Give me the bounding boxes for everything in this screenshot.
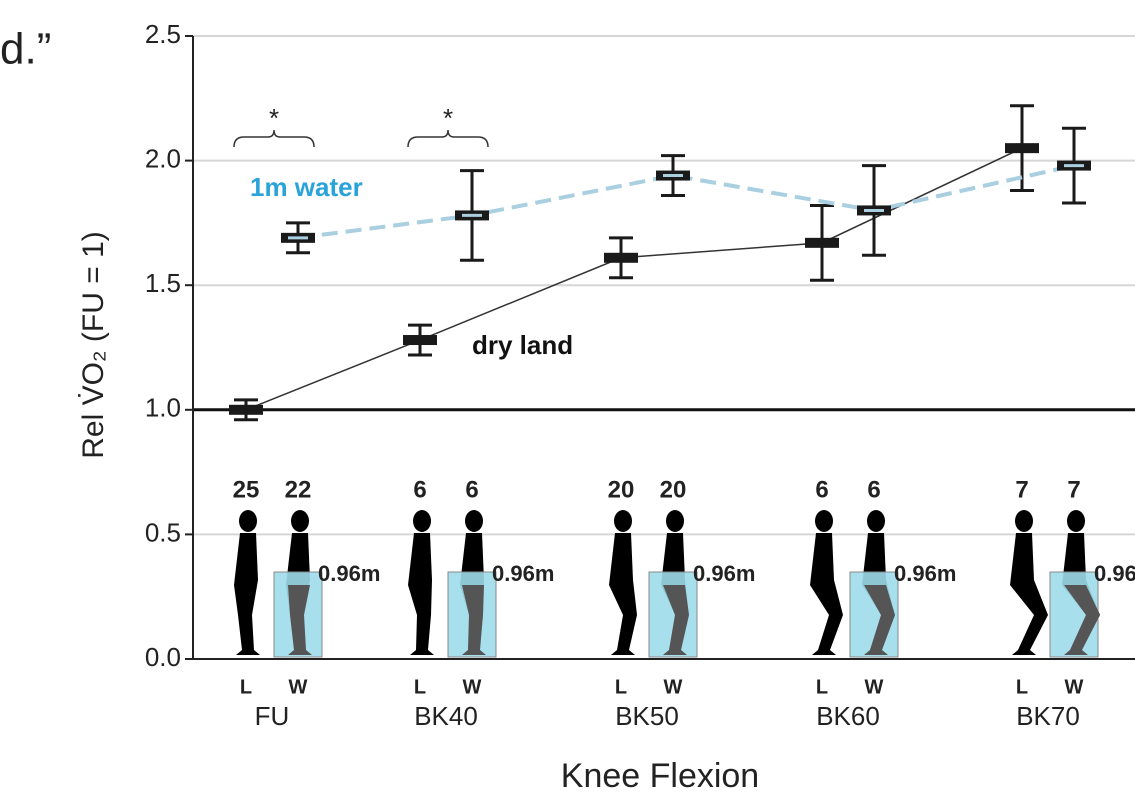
x-tick-label: BK70 — [1016, 701, 1080, 731]
mean-marker — [1005, 143, 1039, 154]
figure-head — [1067, 510, 1085, 532]
sub-label: W — [664, 676, 683, 698]
x-tick-label: BK50 — [615, 701, 679, 731]
sub-label: L — [414, 676, 426, 698]
sample-size: 20 — [608, 476, 635, 503]
figure-legs-submerged — [288, 585, 312, 655]
sub-label: W — [865, 676, 884, 698]
x-tick-label: FU — [255, 701, 290, 731]
depth-label: 0.96m — [693, 561, 755, 586]
figure-legs-submerged — [864, 585, 895, 655]
series-label: dry land — [472, 330, 573, 360]
sample-size: 25 — [233, 476, 260, 503]
mean-marker — [229, 404, 263, 415]
sample-size: 22 — [285, 476, 312, 503]
figure-body — [234, 533, 260, 655]
sample-size: 6 — [867, 476, 880, 503]
figure-body — [1010, 533, 1048, 655]
series-label: 1m water — [250, 172, 363, 202]
sub-label: W — [463, 676, 482, 698]
figure-head — [413, 510, 431, 532]
depth-label: 0.96m — [894, 561, 956, 586]
figure — [234, 510, 260, 655]
y-tick-label: 1.5 — [145, 268, 181, 298]
figure-head — [1015, 510, 1033, 532]
figure-head — [465, 510, 483, 532]
significance-label: * — [269, 103, 279, 133]
figure-body — [609, 533, 637, 655]
sub-label: L — [816, 676, 828, 698]
sub-label: W — [289, 676, 308, 698]
figure-head — [666, 510, 684, 532]
figure-head — [867, 510, 885, 532]
x-axis-label: Knee Flexion — [561, 757, 759, 795]
series-line — [297, 163, 1075, 240]
y-tick-label: 1.0 — [145, 393, 181, 423]
depth-label: 0.96m — [492, 561, 554, 586]
mean-marker — [604, 252, 638, 263]
figure-head — [614, 510, 632, 532]
figure-head — [239, 510, 257, 532]
mean-marker — [403, 335, 437, 346]
sample-size: 6 — [465, 476, 478, 503]
y-tick-label: 0.0 — [145, 642, 181, 672]
significance-bracket — [407, 129, 489, 148]
figure — [810, 510, 843, 655]
figure-legs-submerged — [462, 585, 486, 655]
sample-size: 6 — [815, 476, 828, 503]
sub-label: L — [240, 676, 252, 698]
figure — [1010, 510, 1048, 655]
x-tick-label: BK60 — [816, 701, 880, 731]
sample-size: 7 — [1067, 476, 1080, 503]
figure — [408, 510, 434, 655]
figure-body — [810, 533, 843, 655]
sub-label: L — [1016, 676, 1028, 698]
y-tick-label: 0.5 — [145, 517, 181, 547]
y-tick-label: 2.0 — [145, 143, 181, 173]
significance-label: * — [443, 103, 453, 133]
figure-head — [815, 510, 833, 532]
sample-size: 7 — [1015, 476, 1028, 503]
depth-label: 0.96m — [318, 561, 380, 586]
figure-legs-submerged — [1064, 585, 1100, 655]
x-tick-label: BK40 — [414, 701, 478, 731]
depth-label: 0.96m — [1094, 561, 1135, 586]
figure-head — [291, 510, 309, 532]
sub-label: L — [615, 676, 627, 698]
sub-label: W — [1065, 676, 1084, 698]
figure — [609, 510, 637, 655]
y-axis-label: Rel V̇O₂ (FU = 1) — [77, 231, 110, 459]
sample-size: 20 — [660, 476, 687, 503]
figure-legs-submerged — [663, 585, 689, 655]
figure-body — [408, 533, 434, 655]
y-tick-label: 2.5 — [145, 19, 181, 49]
mean-marker — [805, 237, 839, 248]
significance-bracket — [233, 129, 315, 148]
sample-size: 6 — [413, 476, 426, 503]
slide-text: d.” — [0, 25, 51, 74]
